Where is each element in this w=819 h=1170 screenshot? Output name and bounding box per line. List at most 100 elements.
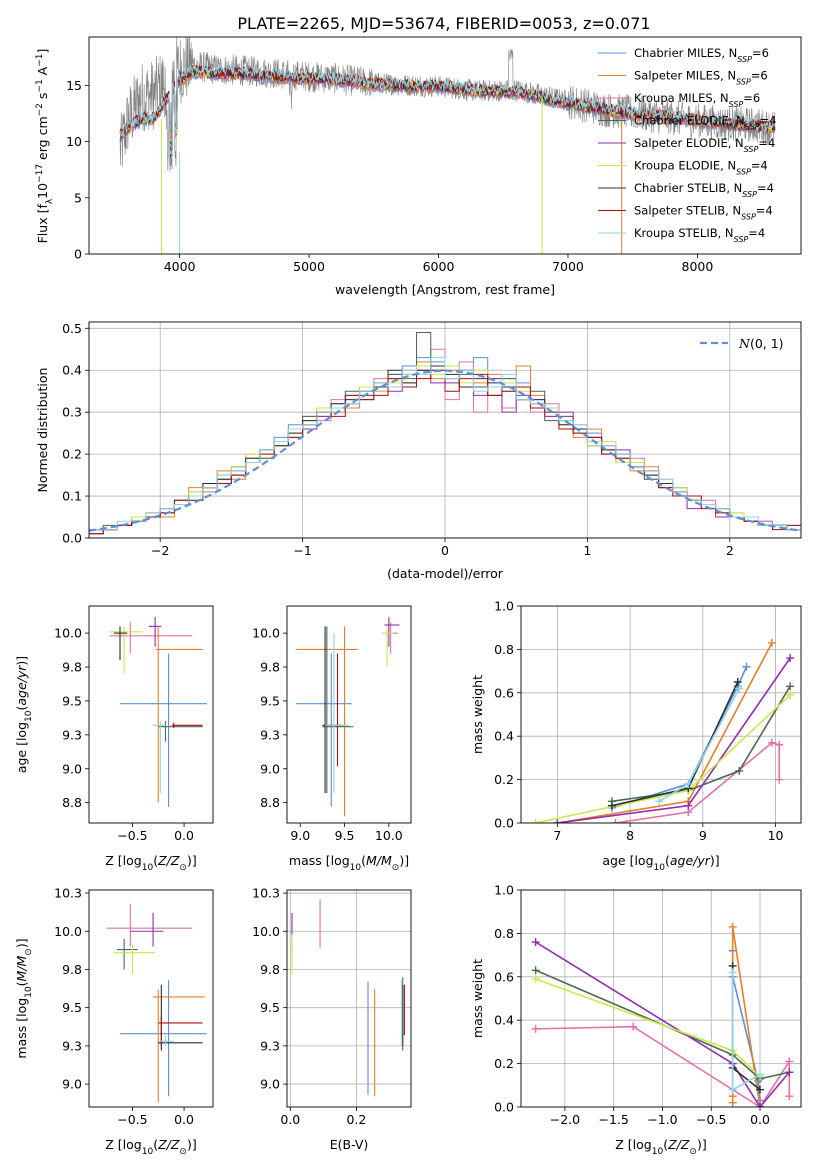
x-tick-label: 0 xyxy=(441,543,449,558)
y-tick-label: 9.5 xyxy=(260,1000,280,1015)
y-tick-label: 9.8 xyxy=(62,660,82,675)
legend: N(0, 1) xyxy=(700,336,784,351)
y-tick-label: 0.5 xyxy=(62,321,82,336)
normal-curve xyxy=(89,369,801,532)
x-tick-label: 7 xyxy=(553,828,561,843)
y-axis-label: mass weight xyxy=(470,675,485,754)
y-axis-label: age [log10(age/yr)] xyxy=(14,656,34,773)
y-tick-label: 9.0 xyxy=(62,1077,82,1092)
data-point-c4 xyxy=(531,966,540,975)
x-tick-label: 0.0 xyxy=(174,828,194,843)
axes-residuals: −2 −1 0 1 2 0.0 0.1 0.2 0.3 0.4 0.5 (data-model)/er… xyxy=(35,321,802,581)
x-tick-label: −2 xyxy=(151,543,169,558)
legend-label: Chabrier STELIB, NSSP=4 xyxy=(634,181,774,199)
data-point-c9 xyxy=(728,1085,737,1094)
y-tick-label: 0.2 xyxy=(494,1056,514,1071)
series-line-c5 xyxy=(535,941,790,1107)
x-tick-label: 8000 xyxy=(682,259,714,274)
plot-area xyxy=(119,37,776,254)
y-tick-label: 9.5 xyxy=(260,693,280,708)
axes-frame xyxy=(520,889,802,1108)
axes-frame xyxy=(88,889,214,1108)
y-tick-label: 9.5 xyxy=(62,693,82,708)
plot-area xyxy=(287,890,411,1107)
x-tick-label: −1.0 xyxy=(647,1112,677,1127)
y-tick-label: 9.5 xyxy=(62,1000,82,1015)
x-tick-label: 5000 xyxy=(293,259,325,274)
y-tick-label: 5 xyxy=(74,190,82,205)
y-tick-label: 0.8 xyxy=(494,926,514,941)
y-tick-label: 0.6 xyxy=(494,685,514,700)
data-point-c3 xyxy=(767,738,776,747)
histogram-c9 xyxy=(89,357,801,538)
y-tick-label: 10.3 xyxy=(54,886,82,901)
x-tick-label: 9.0 xyxy=(290,828,310,843)
series-line-c5 xyxy=(557,657,791,823)
y-tick-label: 0.4 xyxy=(494,1013,514,1028)
y-tick-label: 15 xyxy=(66,78,82,93)
legend-label: Chabrier MILES, NSSP=6 xyxy=(634,46,769,64)
y-tick-label: 10.3 xyxy=(252,886,280,901)
y-tick-label: 9.0 xyxy=(260,1077,280,1092)
data-point-c6 xyxy=(531,819,540,823)
data-point-c3 xyxy=(629,1022,638,1031)
x-tick-label: 0.0 xyxy=(280,1112,300,1127)
y-axis-label: mass weight xyxy=(470,959,485,1038)
data-point-c6 xyxy=(531,974,540,983)
y-tick-label: 0 xyxy=(74,247,82,262)
data-point-c4 xyxy=(735,766,744,775)
legend-label: Kroupa STELIB, NSSP=4 xyxy=(634,226,765,244)
y-tick-label: 0.0 xyxy=(494,816,514,831)
axes-frame xyxy=(286,889,412,1108)
data-point-c5 xyxy=(531,938,540,947)
y-tick-label: 9.0 xyxy=(260,761,280,776)
data-point-c3 xyxy=(531,1024,540,1033)
y-tick-label: 0.0 xyxy=(494,1100,514,1115)
x-tick-label: −0.5 xyxy=(117,828,147,843)
data-point-c5 xyxy=(553,819,562,823)
y-tick-label: 0.3 xyxy=(62,405,82,420)
plot-area xyxy=(89,322,801,538)
data-point-c9 xyxy=(756,1070,765,1079)
x-axis-label: wavelength [Angstrom, rest frame] xyxy=(335,282,555,297)
data-point-c5 xyxy=(684,801,693,810)
y-tick-label: 10.0 xyxy=(252,626,280,641)
y-tick-label: 9.8 xyxy=(260,660,280,675)
y-tick-label: 9.0 xyxy=(62,761,82,776)
legend-label: Kroupa MILES, NSSP=6 xyxy=(634,91,760,109)
data-point-c7 xyxy=(756,1085,765,1094)
data-point-c6 xyxy=(786,690,795,699)
data-point-c7 xyxy=(733,677,742,686)
data-point-c2 xyxy=(728,922,737,931)
y-tick-label: 0.0 xyxy=(62,531,82,546)
data-point-c2 xyxy=(767,638,776,647)
x-tick-label: 7000 xyxy=(552,259,584,274)
data-point-c7 xyxy=(607,801,616,810)
data-point-c5 xyxy=(785,1068,794,1077)
data-point-c4 xyxy=(786,682,795,691)
axes-frame xyxy=(88,605,214,824)
x-tick-label: 0.0 xyxy=(174,1112,194,1127)
x-axis-label: E(B-V) xyxy=(330,1137,369,1152)
axes-age-vs-mass: 9.0 9.5 10.0 8.8 9.0 9.3 9.5 9.8 10.0 mass [log10… xyxy=(252,605,412,873)
x-tick-label: 0.2 xyxy=(346,1112,366,1127)
axes-frame xyxy=(286,605,412,824)
data-point-c3 xyxy=(775,775,784,784)
y-tick-label: 9.3 xyxy=(260,1038,280,1053)
data-point-c1 xyxy=(742,662,751,671)
x-axis-label: mass [log10(M/M⊙)] xyxy=(289,853,409,873)
y-tick-label: 0.4 xyxy=(494,729,514,744)
figure-title: PLATE=2265, MJD=53674, FIBERID=0053, z=0… xyxy=(237,14,650,33)
y-tick-label: 0.4 xyxy=(62,363,82,378)
y-tick-label: 10.0 xyxy=(252,924,280,939)
series-line-c4 xyxy=(611,685,791,803)
axes-massweight-vs-age: 7 8 9 10 0.0 0.2 0.4 0.6 0.8 1.0 age [log10(age/yr… xyxy=(470,599,802,873)
data-point-c5 xyxy=(786,654,795,663)
data-point-c3 xyxy=(611,819,620,823)
axes-frame xyxy=(88,36,802,255)
axes-frame xyxy=(520,605,802,824)
y-tick-label: 9.3 xyxy=(260,727,280,742)
y-tick-label: 10.0 xyxy=(54,626,82,641)
axes-massweight-vs-Z: −2.0 −1.5 −1.0 −0.5 0.0 0.0 0.2 0.4 0.6 0.8 1.0 Z [… xyxy=(470,883,802,1157)
